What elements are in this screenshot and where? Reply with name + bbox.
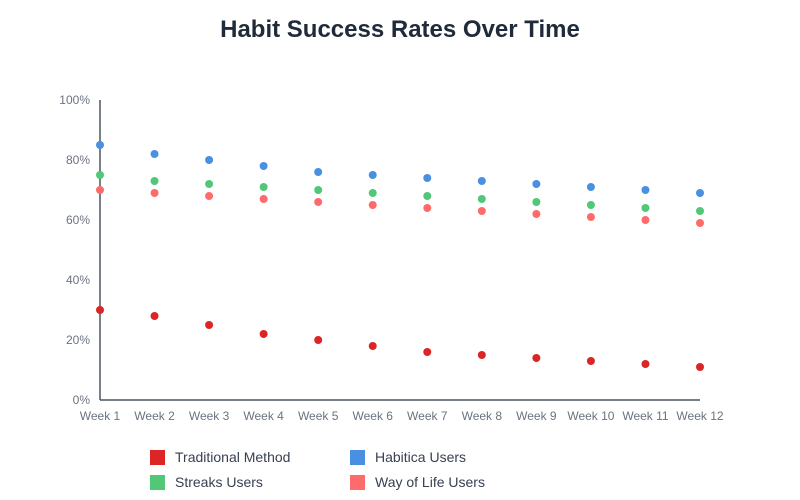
y-tick-label: 40% bbox=[66, 273, 90, 287]
data-point-streaks-users[interactable] bbox=[96, 171, 104, 179]
data-point-streaks-users[interactable] bbox=[641, 204, 650, 212]
data-point-habitica-users[interactable] bbox=[423, 174, 432, 182]
data-point-habitica-users[interactable] bbox=[314, 168, 323, 176]
data-point-traditional-method[interactable] bbox=[368, 342, 377, 350]
y-tick-label: 100% bbox=[59, 93, 90, 107]
data-point-streaks-users[interactable] bbox=[586, 201, 595, 209]
data-point-way-of-life-users[interactable] bbox=[259, 195, 268, 203]
x-tick-label: Week 8 bbox=[462, 409, 503, 423]
data-point-way-of-life-users[interactable] bbox=[532, 210, 541, 218]
legend-item-streaks-users[interactable]: Streaks Users bbox=[150, 473, 263, 491]
y-tick-labels: 0% 20% 40% 60% 80% 100% bbox=[59, 93, 90, 407]
data-point-streaks-users[interactable] bbox=[696, 207, 704, 215]
data-points bbox=[96, 141, 704, 371]
data-point-traditional-method[interactable] bbox=[150, 312, 159, 320]
legend: Traditional Method Habitica Users Streak… bbox=[150, 448, 570, 496]
data-point-traditional-method[interactable] bbox=[532, 354, 541, 362]
y-tick-label: 80% bbox=[66, 153, 90, 167]
data-point-traditional-method[interactable] bbox=[696, 363, 704, 371]
x-tick-label: Week 3 bbox=[189, 409, 230, 423]
data-point-way-of-life-users[interactable] bbox=[205, 192, 214, 200]
y-tick-label: 0% bbox=[73, 393, 91, 407]
data-point-way-of-life-users[interactable] bbox=[696, 219, 704, 227]
data-point-way-of-life-users[interactable] bbox=[586, 213, 595, 221]
x-tick-label: Week 1 bbox=[80, 409, 121, 423]
legend-label: Traditional Method bbox=[175, 449, 291, 465]
data-point-habitica-users[interactable] bbox=[641, 186, 650, 194]
data-point-traditional-method[interactable] bbox=[423, 348, 432, 356]
data-point-habitica-users[interactable] bbox=[477, 177, 486, 185]
x-tick-label: Week 2 bbox=[134, 409, 175, 423]
data-point-habitica-users[interactable] bbox=[205, 156, 214, 164]
data-point-streaks-users[interactable] bbox=[150, 177, 159, 185]
data-point-way-of-life-users[interactable] bbox=[314, 198, 323, 206]
legend-swatch bbox=[350, 474, 365, 490]
data-point-traditional-method[interactable] bbox=[586, 357, 595, 365]
data-point-streaks-users[interactable] bbox=[423, 192, 432, 200]
data-point-streaks-users[interactable] bbox=[477, 195, 486, 203]
legend-label: Habitica Users bbox=[375, 449, 467, 465]
legend-item-way-of-life-users[interactable]: Way of Life Users bbox=[350, 473, 485, 491]
legend-swatch bbox=[150, 474, 165, 490]
legend-swatch bbox=[150, 449, 165, 465]
x-tick-label: Week 11 bbox=[622, 409, 669, 423]
legend-label: Way of Life Users bbox=[375, 474, 485, 490]
y-tick-label: 60% bbox=[66, 213, 90, 227]
data-point-traditional-method[interactable] bbox=[314, 336, 323, 344]
data-point-streaks-users[interactable] bbox=[368, 189, 377, 197]
data-point-way-of-life-users[interactable] bbox=[477, 207, 486, 215]
data-point-habitica-users[interactable] bbox=[96, 141, 104, 149]
data-point-habitica-users[interactable] bbox=[368, 171, 377, 179]
x-tick-label: Week 12 bbox=[676, 409, 723, 423]
data-point-traditional-method[interactable] bbox=[205, 321, 214, 329]
data-point-traditional-method[interactable] bbox=[477, 351, 486, 359]
x-tick-labels: Week 1 Week 2 Week 3 Week 4 Week 5 Week 6 Week… bbox=[80, 409, 724, 423]
chart-title: Habit Success Rates Over Time bbox=[220, 16, 580, 43]
legend-item-habitica-users[interactable]: Habitica Users bbox=[350, 448, 466, 466]
data-point-streaks-users[interactable] bbox=[259, 183, 268, 191]
y-tick-label: 20% bbox=[66, 333, 90, 347]
legend-label: Streaks Users bbox=[175, 474, 263, 490]
x-tick-label: Week 4 bbox=[243, 409, 284, 423]
data-point-streaks-users[interactable] bbox=[205, 180, 214, 188]
x-tick-label: Week 10 bbox=[567, 409, 614, 423]
legend-swatch bbox=[350, 449, 365, 465]
x-tick-label: Week 6 bbox=[352, 409, 393, 423]
x-tick-label: Week 7 bbox=[407, 409, 448, 423]
data-point-way-of-life-users[interactable] bbox=[150, 189, 159, 197]
data-point-way-of-life-users[interactable] bbox=[96, 186, 104, 194]
data-point-way-of-life-users[interactable] bbox=[641, 216, 650, 224]
legend-item-traditional-method[interactable]: Traditional Method bbox=[150, 448, 290, 466]
data-point-traditional-method[interactable] bbox=[259, 330, 268, 338]
data-point-habitica-users[interactable] bbox=[696, 189, 704, 197]
data-point-habitica-users[interactable] bbox=[259, 162, 268, 170]
x-tick-label: Week 5 bbox=[298, 409, 339, 423]
data-point-habitica-users[interactable] bbox=[150, 150, 159, 158]
data-point-streaks-users[interactable] bbox=[314, 186, 323, 194]
data-point-habitica-users[interactable] bbox=[586, 183, 595, 191]
data-point-traditional-method[interactable] bbox=[96, 306, 104, 314]
data-point-habitica-users[interactable] bbox=[532, 180, 541, 188]
data-point-streaks-users[interactable] bbox=[532, 198, 541, 206]
data-point-traditional-method[interactable] bbox=[641, 360, 650, 368]
data-point-way-of-life-users[interactable] bbox=[423, 204, 432, 212]
data-point-way-of-life-users[interactable] bbox=[368, 201, 377, 209]
x-tick-label: Week 9 bbox=[516, 409, 557, 423]
